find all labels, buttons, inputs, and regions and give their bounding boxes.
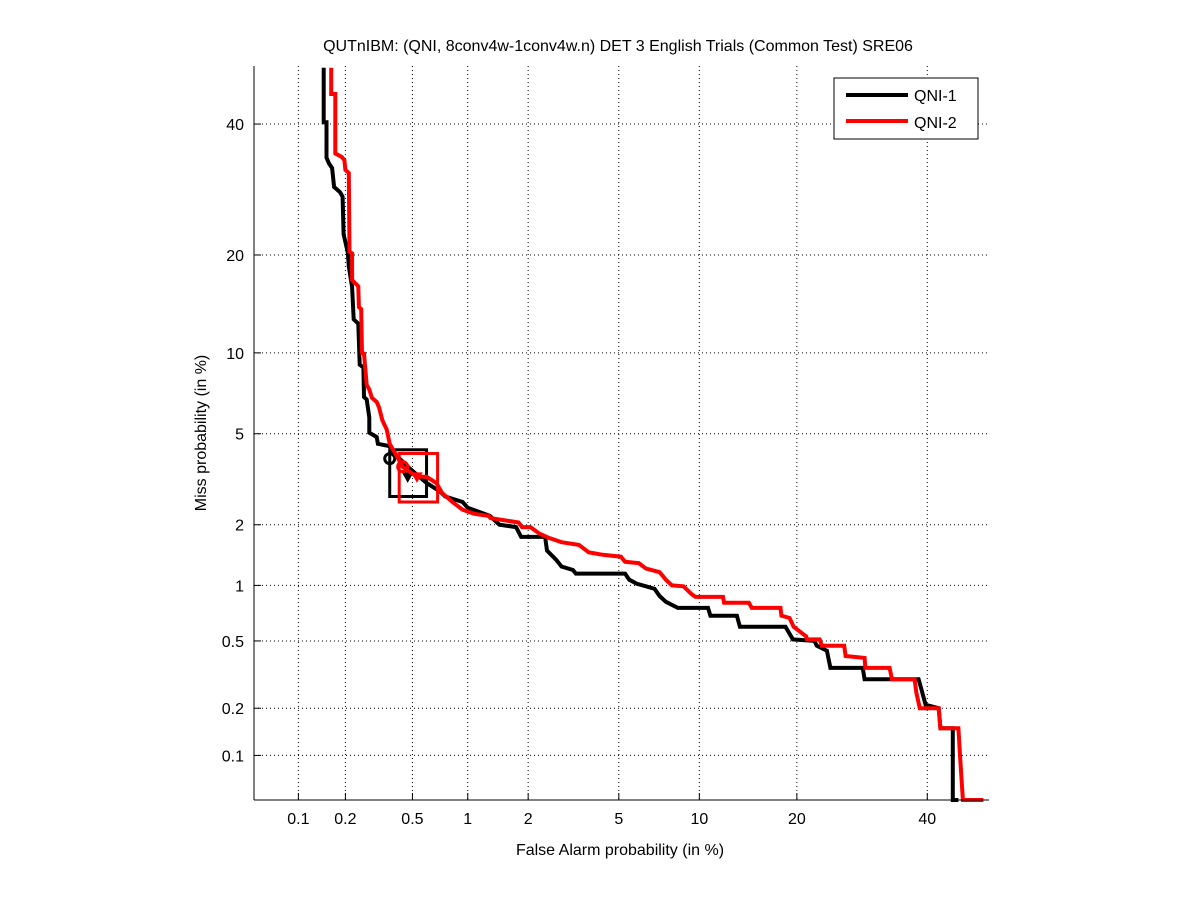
y-ticks: 0.1 0.2 0.5 1 2 5 10 20 40 bbox=[222, 117, 261, 765]
x-tick-label: 2 bbox=[524, 811, 533, 828]
confidence-box-qni-1 bbox=[388, 448, 429, 499]
x-tick-label: 0.5 bbox=[401, 811, 423, 828]
y-tick-label: 0.2 bbox=[222, 701, 244, 718]
y-tick-label: 1 bbox=[235, 578, 244, 595]
axes bbox=[253, 66, 989, 801]
y-tick-label: 20 bbox=[226, 248, 244, 265]
y-tick-label: 0.5 bbox=[222, 634, 244, 651]
y-tick-label: 5 bbox=[235, 427, 244, 444]
series-group bbox=[321, 67, 984, 802]
x-tick-label: 10 bbox=[690, 811, 708, 828]
x-tick-label: 0.1 bbox=[287, 811, 309, 828]
series-line-qni-2 bbox=[329, 67, 984, 802]
confidence-box-qni-2 bbox=[397, 451, 440, 504]
legend-label-qni-2: QNI-2 bbox=[914, 115, 957, 132]
act-dcf-marker-qni-2 bbox=[411, 472, 423, 483]
x-tick-label: 20 bbox=[788, 811, 806, 828]
y-tick-label: 10 bbox=[226, 346, 244, 363]
x-axis-label: False Alarm probability (in %) bbox=[516, 842, 724, 859]
y-tick-label: 2 bbox=[235, 518, 244, 535]
y-tick-label: 0.1 bbox=[222, 748, 244, 765]
chart-title: QUTnIBM: (QNI, 8conv4w-1conv4w.n) DET 3 … bbox=[323, 38, 913, 55]
y-tick-label: 40 bbox=[226, 117, 244, 134]
x-tick-label: 0.2 bbox=[334, 811, 356, 828]
x-tick-label: 40 bbox=[918, 811, 936, 828]
legend: QNI-1 QNI-2 bbox=[833, 77, 979, 140]
y-axis-label: Miss probability (in %) bbox=[193, 355, 210, 511]
x-tick-label: 5 bbox=[614, 811, 623, 828]
series-line-qni-1 bbox=[321, 67, 959, 802]
min-dcf-marker-qni-2 bbox=[396, 460, 410, 474]
legend-box bbox=[833, 77, 979, 140]
legend-label-qni-1: QNI-1 bbox=[914, 88, 957, 105]
x-ticks: 0.1 0.2 0.5 1 2 5 10 20 40 bbox=[287, 793, 936, 828]
x-tick-label: 1 bbox=[463, 811, 472, 828]
act-dcf-marker-qni-1 bbox=[401, 472, 414, 483]
min-dcf-marker-qni-1 bbox=[383, 452, 397, 466]
grid bbox=[254, 66, 989, 800]
